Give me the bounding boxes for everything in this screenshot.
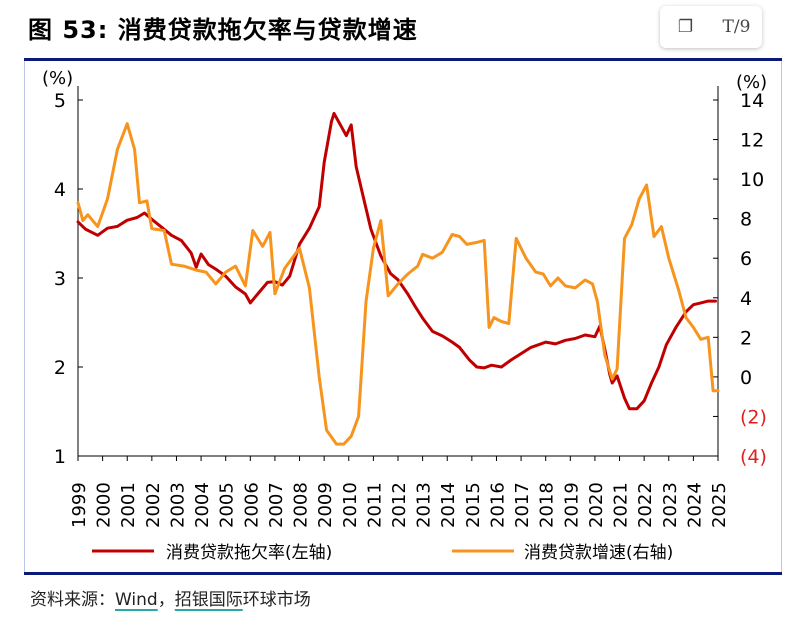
x-axis-tick-label: 2020	[586, 482, 607, 528]
legend-label: 消费贷款拖欠率(左轴)	[166, 543, 332, 563]
source-separator: ，	[157, 590, 175, 610]
x-axis-tick-label: 2025	[709, 482, 730, 528]
left-axis-tick-label: 5	[54, 90, 66, 112]
x-axis-tick-label: 2004	[192, 482, 213, 528]
x-axis-tick-label: 2013	[414, 482, 435, 528]
translate-icon[interactable]: T/9	[722, 17, 751, 37]
loan-growth-line	[76, 122, 720, 446]
right-axis-tick-label: 2	[740, 327, 752, 349]
right-axis-tick-label: 14	[740, 90, 764, 112]
x-axis-tick-label: 2024	[684, 482, 705, 528]
floating-toolbar: ❐ T/9	[660, 6, 762, 48]
source-prefix: 资料来源：	[30, 590, 115, 610]
x-axis-tick-label: 2014	[438, 482, 459, 528]
x-axis-tick-label: 2022	[635, 482, 656, 528]
x-axis-tick-label: 2006	[241, 482, 262, 528]
x-axis-tick-label: 2003	[167, 482, 188, 528]
x-axis-tick-label: 2009	[315, 482, 336, 528]
right-axis-tick-label: 4	[740, 288, 752, 310]
x-axis-tick-label: 2023	[660, 482, 681, 528]
x-axis-tick-label: 2016	[487, 482, 508, 528]
x-axis-tick-label: 2012	[389, 482, 410, 528]
left-axis-tick-label: 3	[54, 268, 66, 290]
right-axis-unit: (%)	[736, 72, 767, 93]
delinquency-rate-line	[76, 111, 717, 411]
frame-right-border	[781, 61, 782, 572]
left-axis-tick-label: 1	[54, 446, 66, 468]
left-axis-unit: (%)	[42, 68, 73, 89]
x-axis-tick-label: 2015	[463, 482, 484, 528]
right-axis-tick-label: 6	[740, 248, 752, 270]
x-axis-tick-label: 2008	[291, 482, 312, 528]
x-axis-tick-label: 2018	[537, 482, 558, 528]
frame-top-rule	[24, 58, 782, 61]
x-axis-tick-label: 2010	[340, 482, 361, 528]
x-axis-tick-label: 2005	[217, 482, 238, 528]
right-axis-tick-label: (4)	[740, 446, 767, 468]
x-axis-tick-label: 2007	[266, 482, 287, 528]
x-axis-tick-label: 2001	[118, 482, 139, 528]
x-axis-tick-label: 2000	[94, 482, 115, 528]
chart-title: 图 53: 消费贷款拖欠率与贷款增速	[28, 16, 418, 44]
x-axis-tick-label: 2021	[611, 482, 632, 528]
x-axis-tick-label: 2002	[143, 482, 164, 528]
legend-label: 消费贷款增速(右轴)	[524, 543, 673, 563]
left-axis-tick-label: 4	[54, 179, 66, 201]
source-suffix: 环球市场	[242, 590, 311, 610]
right-axis-tick-label: 8	[740, 209, 752, 231]
x-axis-tick-label: 1999	[69, 482, 90, 528]
right-axis-tick-label: 0	[740, 367, 752, 389]
source-note: 资料来源：Wind，招银国际环球市场	[30, 585, 311, 610]
right-axis-tick-label: 10	[740, 169, 764, 191]
frame-left-border	[24, 61, 25, 572]
left-axis-tick-label: 2	[54, 357, 66, 379]
frame-bottom-rule	[24, 572, 782, 575]
x-axis-tick-label: 2011	[364, 482, 385, 528]
right-axis-tick-label: 12	[740, 130, 764, 152]
x-axis-tick-label: 2019	[561, 482, 582, 528]
copy-icon[interactable]: ❐	[677, 17, 694, 37]
source-link-cmb[interactable]: 招银国际	[174, 590, 243, 610]
source-link-wind[interactable]: Wind	[115, 590, 158, 610]
right-axis-tick-label: (2)	[740, 406, 767, 428]
x-axis-tick-label: 2017	[512, 482, 533, 528]
